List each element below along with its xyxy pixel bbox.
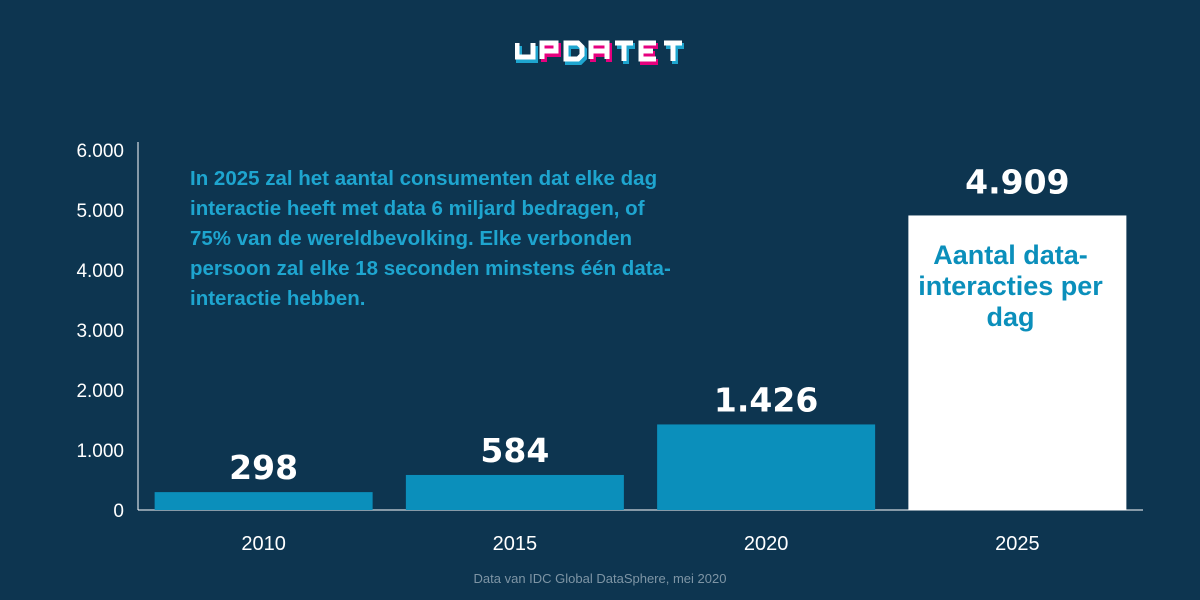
bar — [657, 424, 876, 510]
y-tick-label: 1.000 — [76, 441, 124, 462]
bar-value-label: 584 — [480, 431, 549, 470]
x-tick-label: 2015 — [493, 533, 538, 555]
bar — [405, 474, 624, 510]
y-tick-label: 0 — [113, 501, 124, 522]
y-tick-label: 2.000 — [76, 381, 124, 402]
x-tick-label: 2025 — [995, 533, 1040, 555]
highlight-bar-label: Aantal data-interacties per dag — [918, 240, 1103, 332]
chart-annotation: In 2025 zal het aantal consumenten dat e… — [190, 167, 671, 310]
x-tick-label: 2010 — [241, 533, 286, 555]
source-note: Data van IDC Global DataSphere, mei 2020 — [473, 571, 727, 586]
bar — [154, 492, 373, 510]
x-tick-label: 2020 — [744, 533, 789, 555]
bar-value-label: 1.426 — [714, 380, 818, 419]
y-tick-label: 6.000 — [76, 141, 124, 162]
bar-value-label: 4.909 — [965, 162, 1069, 201]
y-tick-label: 5.000 — [76, 201, 124, 222]
y-tick-label: 3.000 — [76, 321, 124, 342]
y-tick-label: 4.000 — [76, 261, 124, 282]
bar-value-label: 298 — [229, 448, 298, 487]
updatet-logo — [515, 40, 684, 65]
bar-highlight — [908, 215, 1127, 510]
